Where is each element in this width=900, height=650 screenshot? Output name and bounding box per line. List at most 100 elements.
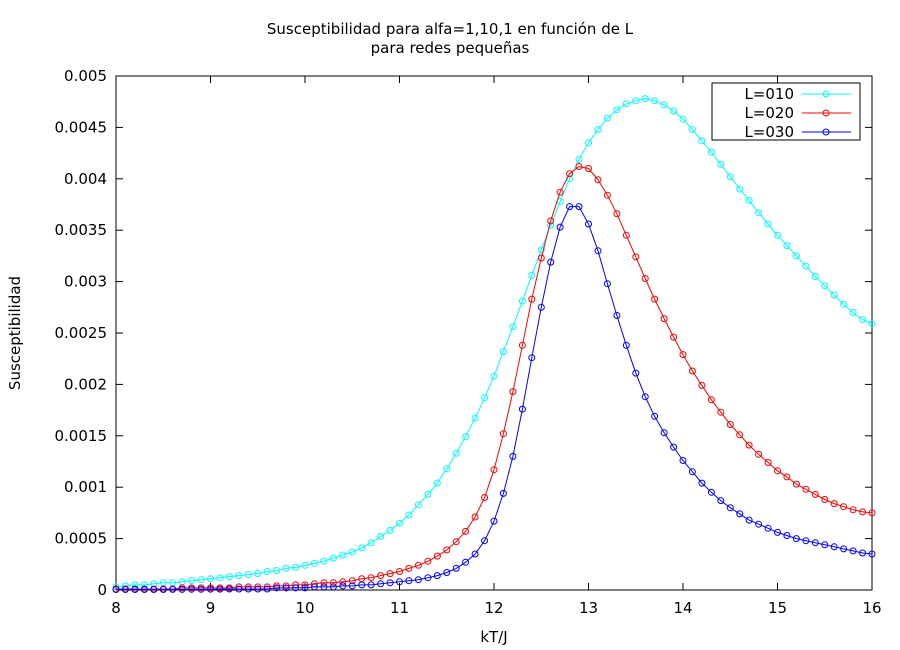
data-point (679, 351, 687, 359)
data-point (755, 209, 763, 217)
data-point (348, 582, 356, 590)
x-tick-label: 16 (862, 599, 881, 617)
legend-swatch-marker (822, 109, 830, 117)
data-point (273, 567, 281, 574)
data-point (471, 550, 479, 558)
data-point (244, 583, 252, 591)
data-point (859, 316, 867, 324)
data-point (490, 517, 498, 525)
data-point (745, 441, 753, 449)
data-point (367, 581, 375, 589)
data-point (414, 561, 422, 569)
data-point (377, 572, 385, 580)
data-point (566, 203, 574, 211)
data-point (310, 559, 318, 567)
data-point (707, 488, 715, 496)
data-point (225, 585, 233, 593)
data-point (244, 571, 252, 579)
data-point (783, 532, 791, 539)
x-tick-label: 11 (390, 599, 409, 617)
data-point (613, 312, 621, 319)
data-point (405, 564, 413, 572)
data-point (868, 320, 876, 328)
data-point (292, 584, 300, 592)
data-point (329, 554, 337, 562)
data-point (509, 452, 517, 460)
data-point (320, 557, 328, 565)
data-point (329, 579, 337, 587)
data-point (131, 586, 139, 593)
data-point (471, 513, 479, 521)
data-point (424, 574, 432, 582)
data-point (481, 494, 489, 501)
y-tick-label: 0.005 (64, 67, 107, 85)
data-point (452, 564, 460, 572)
y-tick-label: 0.0045 (55, 118, 108, 136)
y-tick-label: 0.004 (64, 170, 107, 188)
data-point (660, 429, 668, 437)
data-point (603, 191, 611, 199)
data-point (528, 295, 536, 303)
x-tick-label: 14 (673, 599, 692, 617)
data-point (603, 114, 611, 122)
x-tick-label: 13 (579, 599, 598, 617)
data-point (594, 176, 602, 184)
data-point (282, 582, 290, 590)
data-point (358, 581, 366, 589)
data-point (622, 341, 630, 349)
axis-ticks: 8 9 10 11 12 13 14 15 16 0 0.0005 0.001 0.0015 0.002 0… (55, 67, 882, 617)
data-point (868, 550, 876, 558)
data-point (433, 572, 441, 580)
data-point (112, 586, 120, 593)
data-point (339, 582, 347, 590)
data-point (367, 574, 375, 582)
data-point (254, 583, 262, 591)
data-point (244, 585, 252, 593)
data-point (660, 315, 668, 323)
legend-swatch-marker (822, 128, 830, 136)
data-point (367, 539, 375, 547)
data-point (348, 548, 356, 556)
data-point (292, 563, 300, 571)
data-point (726, 504, 734, 512)
data-point (433, 479, 441, 487)
data-point (405, 577, 413, 585)
data-point (632, 369, 640, 377)
data-point (764, 524, 772, 532)
data-point (594, 126, 602, 133)
legend-label: L=020 (744, 104, 794, 122)
data-point (499, 348, 507, 355)
data-point (622, 231, 630, 239)
data-point (717, 160, 725, 168)
data-point (188, 577, 196, 585)
data-point (755, 450, 763, 458)
data-point (254, 585, 262, 593)
data-point (216, 585, 224, 593)
data-point (792, 252, 800, 260)
series-line (116, 165, 873, 590)
data-point (169, 585, 177, 593)
data-point (452, 538, 460, 546)
data-point (377, 533, 385, 540)
data-point (556, 188, 564, 196)
y-tick-label: 0.003 (64, 273, 107, 291)
data-point (178, 585, 186, 593)
data-point (868, 509, 876, 517)
x-tick-label: 12 (484, 599, 503, 617)
data-point (688, 126, 696, 133)
data-point (339, 578, 347, 586)
data-point (197, 576, 205, 584)
data-point (490, 372, 498, 380)
y-tick-label: 0.002 (64, 375, 107, 393)
data-point (575, 203, 583, 211)
data-point (320, 579, 328, 587)
data-point (698, 479, 706, 487)
data-point (783, 242, 791, 250)
data-point (821, 541, 829, 549)
data-point (556, 223, 564, 231)
x-tick-label: 8 (111, 599, 121, 617)
data-point (585, 139, 592, 147)
legend-label: L=010 (744, 85, 794, 103)
